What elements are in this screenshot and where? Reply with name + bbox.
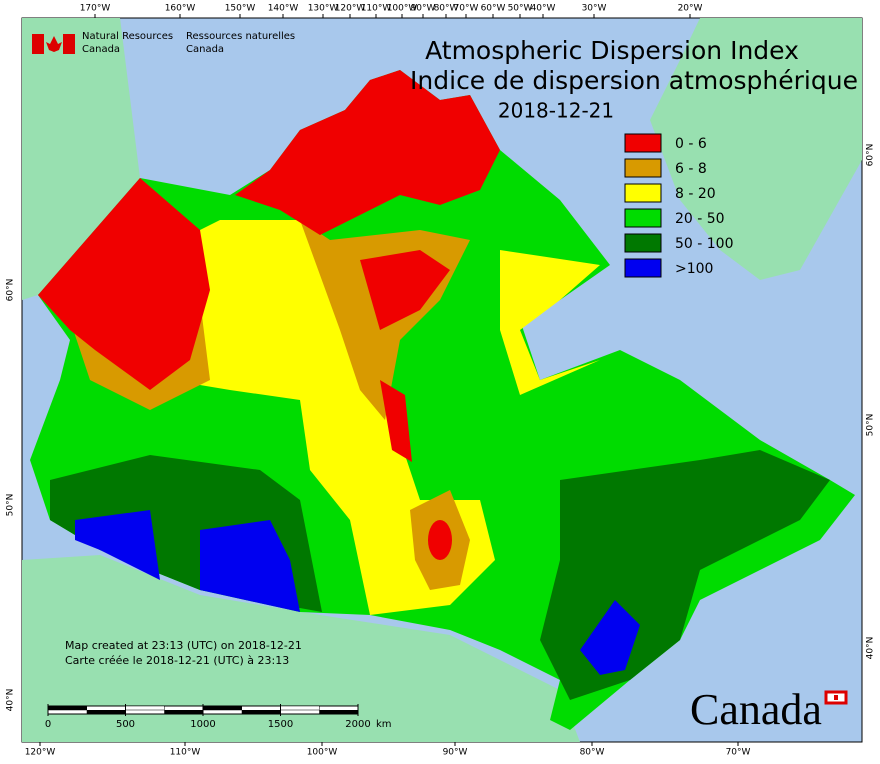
credit: Map created at 23:13 (UTC) on 2018-12-21: [65, 639, 302, 652]
greenland: [650, 18, 862, 280]
graticule-label: 100°W: [307, 748, 338, 758]
agency-en: Canada: [82, 44, 120, 55]
graticule-label: 170°W: [80, 4, 111, 14]
zone-8-20-east: [500, 250, 600, 395]
graticule-label: 40°W: [531, 4, 556, 14]
graticule-label: 140°W: [268, 4, 299, 14]
legend-swatch: [624, 233, 662, 253]
zone-0-6-arctic: [235, 70, 500, 235]
graticule-label: 40°N: [866, 637, 876, 660]
legend-label: 8 - 20: [675, 186, 716, 202]
scale-segment: [164, 710, 203, 714]
graticule-label: 90°W: [443, 748, 468, 758]
map-title: Indice de dispersion atmosphérique: [410, 66, 858, 95]
flag-band: [63, 34, 75, 54]
map-title: Atmospheric Dispersion Index: [425, 36, 799, 65]
agency-en: Natural Resources: [82, 31, 173, 42]
nrcan-flag: [32, 34, 75, 54]
legend-swatch: [624, 208, 662, 228]
graticule-label: 80°W: [580, 748, 605, 758]
legend-label: 50 - 100: [675, 236, 734, 252]
map-date: 2018-12-21: [498, 99, 614, 123]
graticule-label: 120°W: [25, 748, 56, 758]
graticule-label: 150°W: [225, 4, 256, 14]
zone-0-6-hudson: [380, 380, 412, 462]
scale-label: 1500: [268, 719, 293, 730]
zone-0-6-islands: [360, 250, 450, 330]
scale-label: 500: [116, 719, 135, 730]
graticule-label: 70°W: [454, 4, 479, 14]
scale-label: 0: [45, 719, 51, 730]
land: [22, 18, 862, 742]
wordmark: Canada: [690, 685, 822, 734]
scale-segment: [202, 705, 242, 711]
zone-100-ontario: [580, 600, 640, 675]
zone-100-bc: [75, 510, 160, 580]
legend-swatch: [624, 258, 662, 278]
index-zones: [30, 70, 855, 730]
graticule-label: 70°W: [726, 748, 751, 758]
usa: [22, 555, 580, 742]
graticule-label: 160°W: [165, 4, 196, 14]
flag-band: [32, 34, 44, 54]
legend-label: 0 - 6: [675, 136, 707, 152]
credit: Carte créée le 2018-12-21 (UTC) à 23:13: [65, 654, 289, 667]
legend-swatch: [624, 133, 662, 153]
graticule-label: 90°W: [411, 4, 436, 14]
zone-8-20: [140, 220, 495, 615]
alaska: [22, 18, 140, 300]
scale-segment: [241, 710, 281, 714]
wordmark-leaf: [834, 695, 838, 700]
graticule-label: 60°N: [6, 279, 16, 302]
scale-label: 2000: [345, 719, 370, 730]
agency-fr: Ressources naturelles: [186, 31, 295, 42]
scale-unit: km: [376, 719, 392, 730]
scale-segment: [86, 710, 126, 714]
graticule-label: 40°N: [6, 689, 16, 712]
legend-swatch: [624, 158, 662, 178]
graticule-label: 100°W: [387, 4, 418, 14]
scale-segment: [319, 710, 358, 714]
zone-0-6-nw: [38, 178, 210, 390]
maple-leaf: [46, 36, 62, 52]
legend-swatch: [624, 183, 662, 203]
legend-label: >100: [675, 261, 713, 277]
canada-wordmark: Canada: [690, 685, 848, 734]
graticule-label: 110°W: [170, 748, 201, 758]
graticule-label: 50°N: [866, 414, 876, 437]
graticule-label: 120°W: [335, 4, 366, 14]
scale-label: 1000: [190, 719, 215, 730]
graticule-label: 130°W: [308, 4, 339, 14]
agency-fr: Canada: [186, 44, 224, 55]
legend-label: 6 - 8: [675, 161, 707, 177]
graticule-label: 50°N: [6, 494, 16, 517]
scale-segment: [47, 705, 87, 711]
zone-0-6-ontario: [428, 520, 452, 560]
graticule-label: 60°N: [866, 144, 876, 167]
graticule-label: 20°W: [678, 4, 703, 14]
scale-segment: [125, 705, 165, 711]
scale-segment: [280, 705, 320, 711]
legend-label: 20 - 50: [675, 211, 725, 227]
graticule-label: 50°W: [508, 4, 533, 14]
graticule-label: 110°W: [361, 4, 392, 14]
zone-100-prairies: [200, 520, 300, 612]
graticule-label: 60°W: [481, 4, 506, 14]
graticule-label: 30°W: [582, 4, 607, 14]
graticule-label: 80°W: [434, 4, 459, 14]
